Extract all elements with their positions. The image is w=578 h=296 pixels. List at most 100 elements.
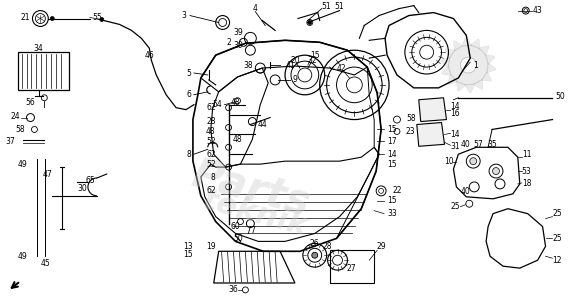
Text: 11: 11 [522, 150, 531, 159]
Polygon shape [470, 39, 480, 49]
Text: 19: 19 [206, 242, 216, 251]
Text: 23: 23 [406, 127, 416, 136]
Circle shape [449, 45, 488, 85]
Polygon shape [441, 57, 450, 67]
Text: 16: 16 [450, 109, 460, 118]
Text: 9: 9 [292, 75, 297, 84]
Text: 25: 25 [553, 234, 562, 243]
Text: 45: 45 [40, 259, 50, 268]
Text: 29: 29 [376, 242, 386, 251]
Text: 3: 3 [181, 11, 187, 20]
Text: 14: 14 [450, 102, 460, 111]
Polygon shape [454, 41, 464, 51]
Text: 50: 50 [234, 234, 243, 243]
Text: 38: 38 [243, 61, 253, 70]
Text: 42: 42 [336, 64, 346, 73]
Text: 14: 14 [450, 130, 460, 139]
Circle shape [308, 20, 312, 25]
Polygon shape [442, 66, 451, 76]
Polygon shape [485, 54, 495, 65]
Text: 57: 57 [473, 140, 483, 149]
Text: teknik: teknik [199, 186, 311, 242]
Text: 7: 7 [250, 226, 255, 235]
Text: 51: 51 [335, 2, 344, 11]
Text: 2: 2 [226, 38, 231, 47]
Text: 48: 48 [233, 135, 242, 144]
Text: 50: 50 [555, 92, 565, 101]
Text: 34: 34 [34, 44, 43, 53]
Text: 62: 62 [206, 150, 216, 159]
Text: 25: 25 [451, 202, 460, 211]
Text: 47: 47 [43, 170, 52, 178]
Text: 48: 48 [206, 127, 216, 136]
Circle shape [100, 17, 104, 22]
Text: 20: 20 [290, 56, 300, 65]
Text: 32: 32 [307, 56, 317, 65]
Text: 30: 30 [77, 184, 87, 193]
Circle shape [470, 158, 477, 165]
Polygon shape [447, 74, 458, 84]
Text: 58: 58 [406, 114, 416, 123]
Text: 39: 39 [234, 28, 243, 37]
Text: 15: 15 [387, 125, 397, 134]
Text: 48: 48 [231, 98, 240, 107]
Text: 56: 56 [25, 98, 35, 107]
Text: 28: 28 [323, 242, 332, 251]
Text: 17: 17 [387, 137, 397, 146]
Polygon shape [418, 98, 446, 122]
Text: 41: 41 [285, 61, 295, 70]
Text: 36: 36 [229, 285, 239, 295]
Text: 8: 8 [211, 173, 216, 181]
Text: 22: 22 [392, 186, 402, 195]
Polygon shape [486, 63, 496, 73]
Text: 37: 37 [6, 137, 16, 146]
Circle shape [312, 252, 318, 258]
Polygon shape [481, 71, 492, 81]
Polygon shape [479, 46, 489, 56]
Text: 8: 8 [187, 150, 191, 159]
Text: 24: 24 [11, 112, 21, 121]
Text: 52: 52 [206, 160, 216, 169]
Text: 25: 25 [553, 209, 562, 218]
Text: 35: 35 [487, 140, 497, 149]
Text: 15: 15 [310, 51, 320, 60]
Text: 1: 1 [473, 61, 478, 70]
Text: 58: 58 [15, 125, 24, 134]
Text: 53: 53 [522, 167, 532, 176]
Text: 65: 65 [85, 176, 95, 186]
Text: 13: 13 [183, 242, 193, 251]
Circle shape [50, 17, 54, 20]
Text: 15: 15 [387, 196, 397, 205]
Text: 5: 5 [187, 68, 191, 78]
Text: 10: 10 [444, 157, 453, 166]
Circle shape [460, 57, 476, 73]
Text: 54: 54 [213, 100, 223, 109]
Text: 21: 21 [21, 13, 31, 22]
Text: 52: 52 [206, 137, 216, 146]
Text: 27: 27 [347, 264, 356, 273]
Text: 31: 31 [450, 142, 460, 151]
Text: 40: 40 [461, 187, 470, 196]
Text: 46: 46 [144, 51, 154, 60]
Text: 49: 49 [18, 160, 28, 169]
Text: 44: 44 [257, 120, 267, 129]
Text: 55: 55 [92, 13, 102, 22]
Text: 39: 39 [234, 41, 243, 50]
Text: Parts: Parts [187, 153, 314, 225]
Text: 43: 43 [533, 6, 542, 15]
Text: 49: 49 [18, 252, 28, 261]
Text: 33: 33 [387, 209, 397, 218]
Text: 15: 15 [183, 250, 193, 259]
Text: 62: 62 [206, 103, 216, 112]
Polygon shape [465, 84, 475, 93]
Polygon shape [462, 37, 472, 46]
Text: 14: 14 [387, 150, 397, 159]
Text: 4: 4 [253, 4, 258, 13]
Text: 28: 28 [206, 117, 216, 126]
Text: 51: 51 [322, 2, 331, 11]
Text: 6: 6 [187, 90, 191, 99]
Text: 40: 40 [461, 140, 470, 149]
Text: 15: 15 [387, 160, 397, 169]
Text: 12: 12 [553, 256, 562, 265]
Polygon shape [457, 81, 466, 91]
